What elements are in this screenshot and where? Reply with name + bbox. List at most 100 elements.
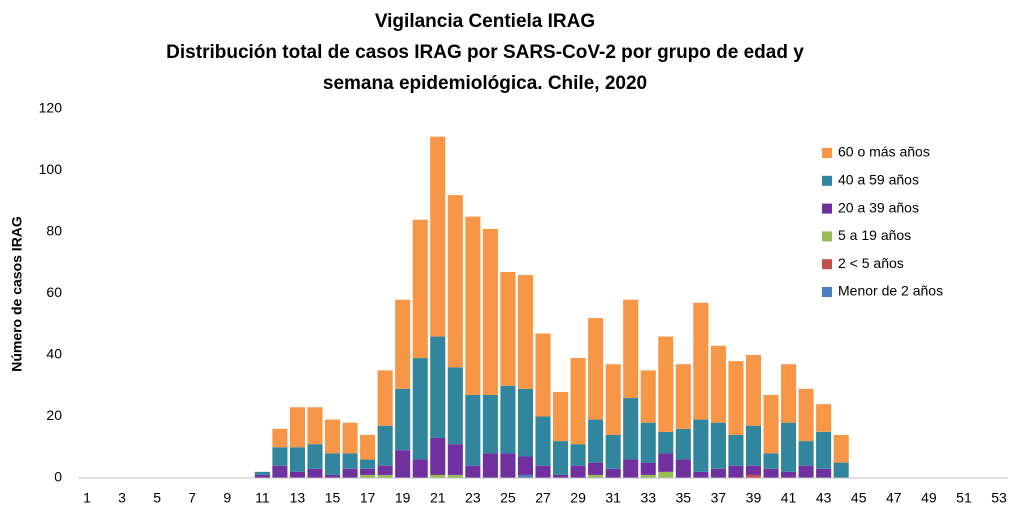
legend-label: 60 o más años — [838, 144, 930, 160]
y-tick-label: 120 — [39, 100, 63, 116]
bar-segment — [254, 474, 270, 478]
bar-segment — [763, 453, 779, 469]
bar-segment — [623, 398, 639, 460]
bar-segment — [675, 364, 691, 429]
bar-segment — [833, 462, 849, 478]
bar-segment — [552, 391, 569, 442]
bar-segment — [342, 468, 358, 478]
bar-segment — [289, 471, 305, 478]
x-tick-label: 21 — [430, 490, 446, 506]
bar-segment — [289, 407, 305, 448]
bar-segment — [324, 419, 341, 454]
legend-label: 5 a 19 años — [838, 227, 911, 243]
bar-segment — [395, 388, 411, 451]
bar-segment — [395, 450, 411, 478]
bar-segment — [781, 364, 797, 423]
bar-segment — [482, 228, 498, 395]
bar-segment — [833, 434, 849, 463]
bar-segment — [517, 456, 534, 475]
bar-segment — [447, 367, 463, 445]
bar-segment — [307, 444, 323, 469]
bar-segment — [658, 336, 674, 432]
bar-segment — [465, 394, 481, 466]
bar-segment — [745, 425, 762, 466]
bar-segment — [728, 434, 744, 466]
bar-segment — [728, 465, 744, 478]
bar-segment — [324, 474, 341, 478]
legend-label: 40 a 59 años — [838, 172, 919, 188]
bar-segment — [816, 404, 832, 432]
x-tick-label: 17 — [360, 490, 376, 506]
x-tick-label: 39 — [746, 490, 762, 506]
bar-segment — [640, 474, 656, 478]
x-tick-label: 53 — [991, 490, 1007, 506]
bar-segment — [710, 468, 726, 478]
bar-segment — [588, 462, 604, 475]
x-tick-label: 23 — [465, 490, 481, 506]
legend-swatch — [822, 259, 832, 270]
y-tick-label: 100 — [39, 161, 63, 177]
bar-segment — [816, 468, 832, 478]
chart-title: semana epidemiológica. Chile, 2020 — [323, 73, 647, 94]
bar-segment — [763, 468, 779, 478]
bar-segment — [465, 465, 481, 478]
bar-segment — [623, 299, 639, 399]
x-tick-label: 11 — [255, 490, 270, 506]
bar-segment — [816, 431, 832, 469]
bar-segment — [623, 459, 639, 478]
bar-segment — [430, 136, 446, 337]
bar-segment — [535, 333, 551, 417]
bar-segment — [640, 422, 656, 463]
bar-segment — [482, 453, 498, 478]
bar-segment — [307, 468, 323, 478]
legend-swatch — [822, 231, 832, 242]
bar-segment — [693, 419, 709, 472]
bar-segment — [693, 302, 709, 420]
bar-segment — [552, 441, 569, 475]
bar-segment — [517, 388, 534, 457]
legend-label: 2 < 5 años — [838, 255, 904, 271]
x-tick-label: 37 — [711, 490, 727, 506]
bar-segment — [447, 474, 463, 478]
bar-segment — [693, 471, 709, 478]
bar-segment — [605, 364, 621, 435]
bar-segment — [781, 422, 797, 472]
bar-segment — [517, 275, 534, 389]
bar-segment — [377, 465, 393, 475]
bar-segment — [798, 441, 814, 466]
bar-segment — [658, 453, 674, 472]
bar-segment — [710, 422, 726, 469]
x-tick-label: 27 — [535, 490, 551, 506]
bar-segment — [430, 336, 446, 439]
legend-label: Menor de 2 años — [838, 283, 943, 299]
bar-segment — [570, 465, 586, 478]
bar-segment — [430, 438, 446, 475]
x-tick-label: 7 — [188, 490, 196, 506]
x-tick-label: 29 — [570, 490, 586, 506]
bar-segment — [675, 459, 691, 478]
bar-segment — [658, 471, 674, 478]
x-tick-label: 47 — [886, 490, 902, 506]
bar-segment — [272, 428, 288, 448]
y-tick-label: 60 — [46, 284, 62, 300]
bar-segment — [781, 471, 797, 478]
x-tick-label: 9 — [223, 490, 231, 506]
bar-segment — [658, 431, 674, 454]
bar-segment — [430, 474, 446, 478]
x-tick-label: 1 — [83, 490, 91, 506]
bar-segment — [412, 358, 428, 460]
bar-segment — [412, 219, 428, 359]
bar-segment — [500, 385, 516, 454]
bar-segment — [640, 370, 656, 423]
y-axis-label: Número de casos IRAG — [9, 216, 25, 372]
bar-segment — [535, 465, 551, 478]
bar-segment — [588, 318, 604, 420]
bar-segment — [412, 459, 428, 478]
bar-segment — [465, 216, 481, 395]
x-tick-label: 25 — [500, 490, 516, 506]
bar-segment — [728, 361, 744, 435]
x-tick-label: 5 — [153, 490, 161, 506]
chart-title: Distribución total de casos IRAG por SAR… — [166, 42, 804, 63]
bar-segment — [570, 444, 586, 466]
